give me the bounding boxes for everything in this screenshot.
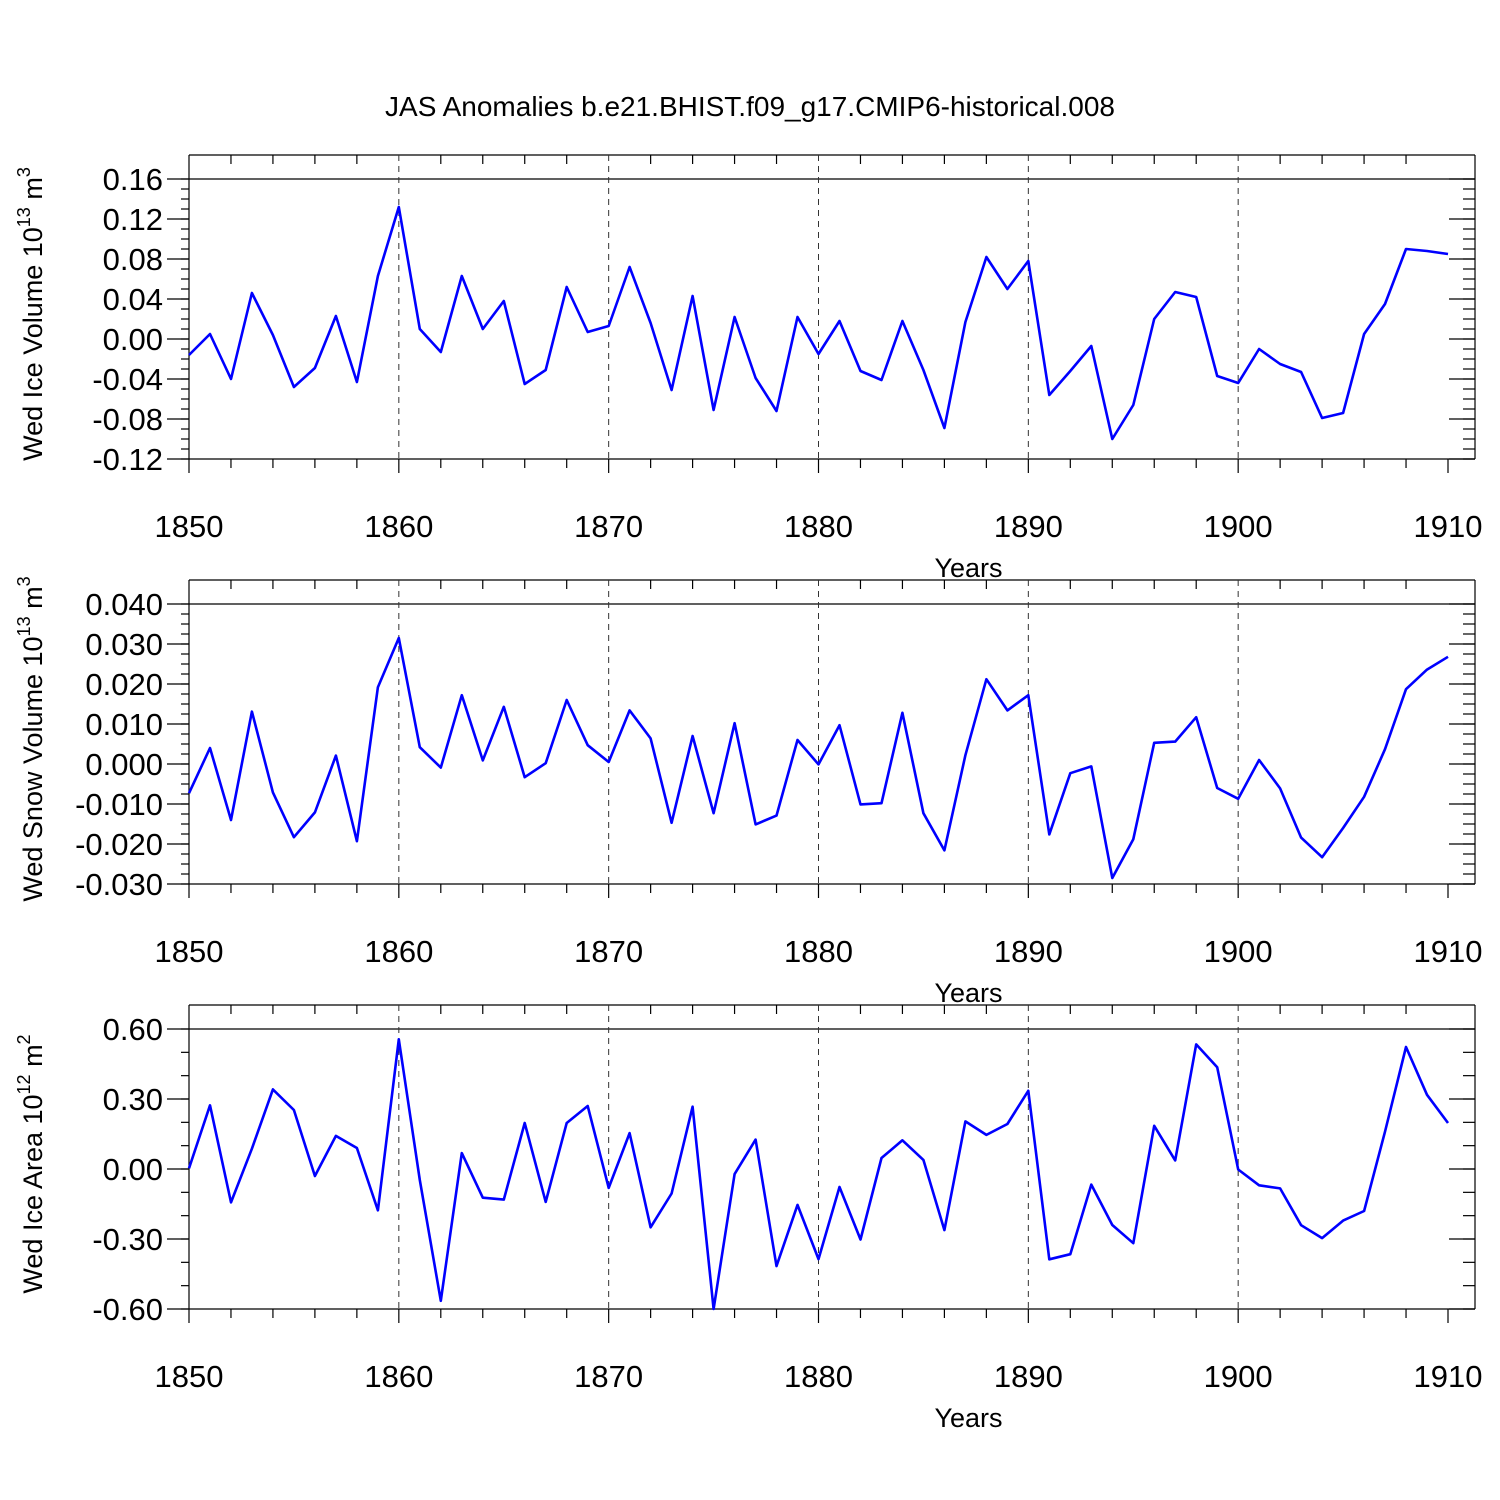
x-tick-label: 1900 [1204, 509, 1273, 544]
x-tick-label: 1910 [1414, 934, 1483, 969]
y-tick-label: -0.010 [75, 787, 163, 822]
x-tick-label: 1900 [1204, 934, 1273, 969]
x-tick-label: 1890 [994, 934, 1063, 969]
panel-ice-volume: 1850 1860 1870 1880 1890 1900 1910 -0.12 -0.08 -0… [14, 154, 1483, 583]
figure-title: JAS Anomalies b.e21.BHIST.f09_g17.CMIP6-… [385, 91, 1115, 122]
y-axis-label: Wed Snow Volume 1013 m3 [14, 576, 48, 901]
panel-snow-volume: 1850 1860 1870 1880 1890 1900 1910 -0.030 -0.020… [14, 576, 1482, 1008]
x-axis-label: Years [934, 553, 1002, 583]
y-tick-label: -0.30 [92, 1222, 163, 1257]
y-tick-label: 0.04 [103, 282, 163, 317]
x-tick-label: 1870 [574, 934, 643, 969]
y-tick-label: 0.040 [85, 587, 163, 622]
x-axis-label: Years [934, 1403, 1002, 1433]
x-tick-label: 1860 [364, 1359, 433, 1394]
x-tick-label: 1870 [574, 1359, 643, 1394]
y-tick-label: -0.04 [92, 362, 163, 397]
x-tick-label: 1910 [1414, 509, 1483, 544]
x-tick-label: 1850 [155, 934, 224, 969]
series-line [187, 636, 1449, 880]
y-tick-label: -0.08 [92, 402, 163, 437]
x-tick-label: 1880 [784, 934, 853, 969]
y-tick-label: 0.08 [103, 242, 163, 277]
y-tick-label: -0.60 [92, 1292, 163, 1327]
y-axis-label: Wed Ice Area 1012 m2 [14, 1034, 48, 1293]
x-tick-label: 1870 [574, 509, 643, 544]
x-tick-label: 1890 [994, 1359, 1063, 1394]
x-tick-label: 1910 [1414, 1359, 1483, 1394]
y-tick-label: 0.60 [103, 1012, 163, 1047]
y-tick-label: 0.12 [103, 202, 163, 237]
y-tick-label: 0.30 [103, 1082, 163, 1117]
y-tick-label: -0.020 [75, 827, 163, 862]
y-tick-label: 0.00 [103, 1152, 163, 1187]
x-tick-label: 1880 [784, 1359, 853, 1394]
x-tick-label: 1850 [155, 1359, 224, 1394]
x-tick-label: 1880 [784, 509, 853, 544]
x-tick-label: 1860 [364, 509, 433, 544]
y-tick-label: -0.030 [75, 867, 163, 902]
x-tick-label: 1860 [364, 934, 433, 969]
x-tick-label: 1890 [994, 509, 1063, 544]
x-axis-label: Years [934, 978, 1002, 1008]
y-tick-label: 0.010 [85, 707, 163, 742]
x-tick-label: 1900 [1204, 1359, 1273, 1394]
x-tick-label: 1850 [155, 509, 224, 544]
y-tick-label: 0.16 [103, 162, 163, 197]
y-axis-label: Wed Ice Volume 1013 m3 [14, 167, 48, 461]
y-tick-label: 0.000 [85, 747, 163, 782]
y-tick-label: 0.00 [103, 322, 163, 357]
series-line [188, 205, 1449, 441]
series-line [187, 1038, 1450, 1311]
y-tick-label: -0.12 [92, 442, 163, 477]
panel-ice-area: 1850 1860 1870 1880 1890 1900 1910 -0.60 -0.30 0.… [14, 1004, 1483, 1433]
y-tick-label: 0.030 [85, 627, 163, 662]
y-tick-label: 0.020 [85, 667, 163, 702]
